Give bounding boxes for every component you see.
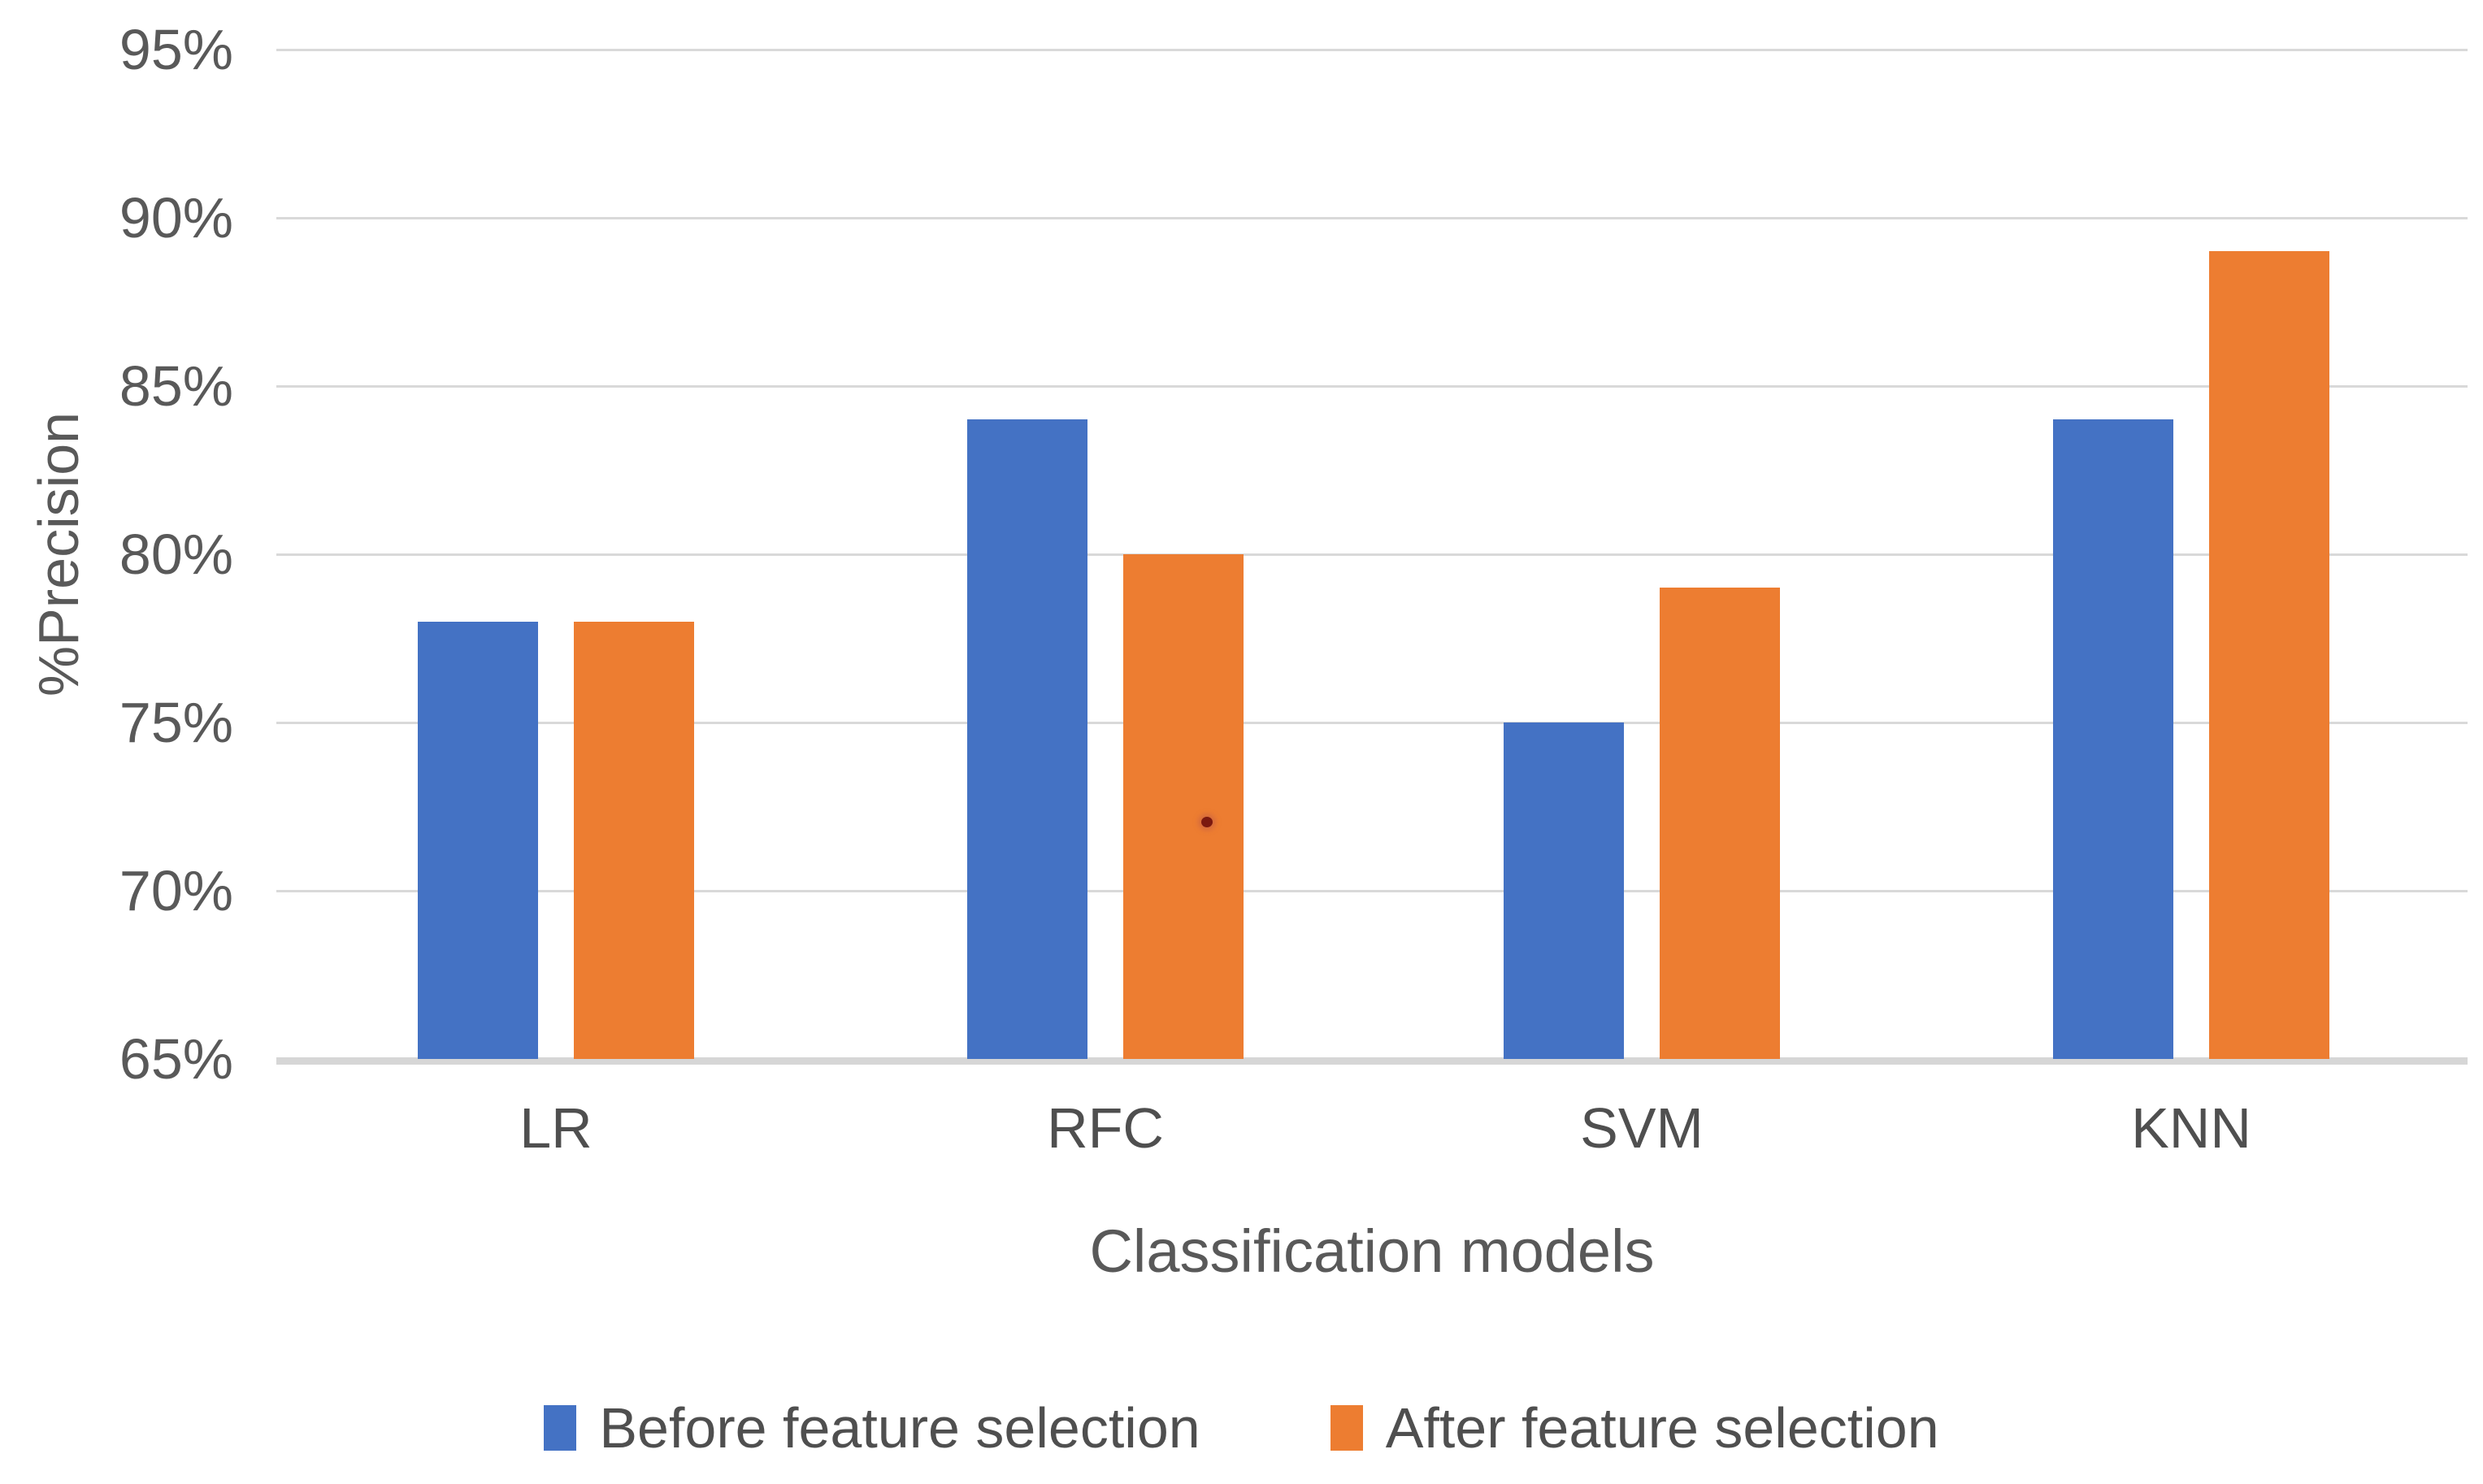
legend-label-after: After feature selection (1385, 1396, 1939, 1460)
legend-item-before: Before feature selection (544, 1391, 1200, 1464)
chart-legend: Before feature selection After feature se… (0, 1391, 2483, 1464)
gridline (276, 890, 2468, 892)
bar-lr-after (574, 621, 694, 1059)
x-axis-line (276, 1057, 2468, 1065)
x-tick-label-lr: LR (519, 1096, 593, 1160)
bar-rfc-before (967, 419, 1087, 1059)
bar-rfc-after (1123, 554, 1244, 1059)
x-axis-title: Classification models (1089, 1217, 1655, 1285)
legend-swatch-before (544, 1405, 577, 1451)
y-tick-label: 65% (119, 1027, 233, 1091)
x-tick-label-rfc: RFC (1047, 1096, 1164, 1160)
gridline (276, 385, 2468, 388)
legend-swatch-after (1330, 1405, 1363, 1451)
gridline (276, 553, 2468, 556)
y-axis-title: %Precision (27, 411, 90, 697)
gridline (276, 49, 2468, 51)
y-tick-label: 95% (119, 18, 233, 81)
bar-lr-before (418, 621, 538, 1059)
bar-svm-before (1504, 722, 1624, 1059)
bar-knn-before (2053, 419, 2173, 1059)
x-tick-label-svm: SVM (1580, 1096, 1704, 1160)
y-tick-label: 85% (119, 354, 233, 418)
legend-label-before: Before feature selection (599, 1396, 1200, 1460)
gridline (276, 722, 2468, 724)
y-tick-label: 80% (119, 523, 233, 586)
bar-svm-after (1660, 588, 1780, 1059)
y-tick-label: 90% (119, 186, 233, 250)
x-tick-label-knn: KNN (2131, 1096, 2251, 1160)
y-tick-label: 75% (119, 691, 233, 754)
bar-knn-after (2209, 251, 2329, 1059)
gridline (276, 217, 2468, 219)
legend-item-after: After feature selection (1330, 1391, 1939, 1464)
speck-artifact-dot (1201, 817, 1213, 827)
y-tick-label: 70% (119, 859, 233, 922)
